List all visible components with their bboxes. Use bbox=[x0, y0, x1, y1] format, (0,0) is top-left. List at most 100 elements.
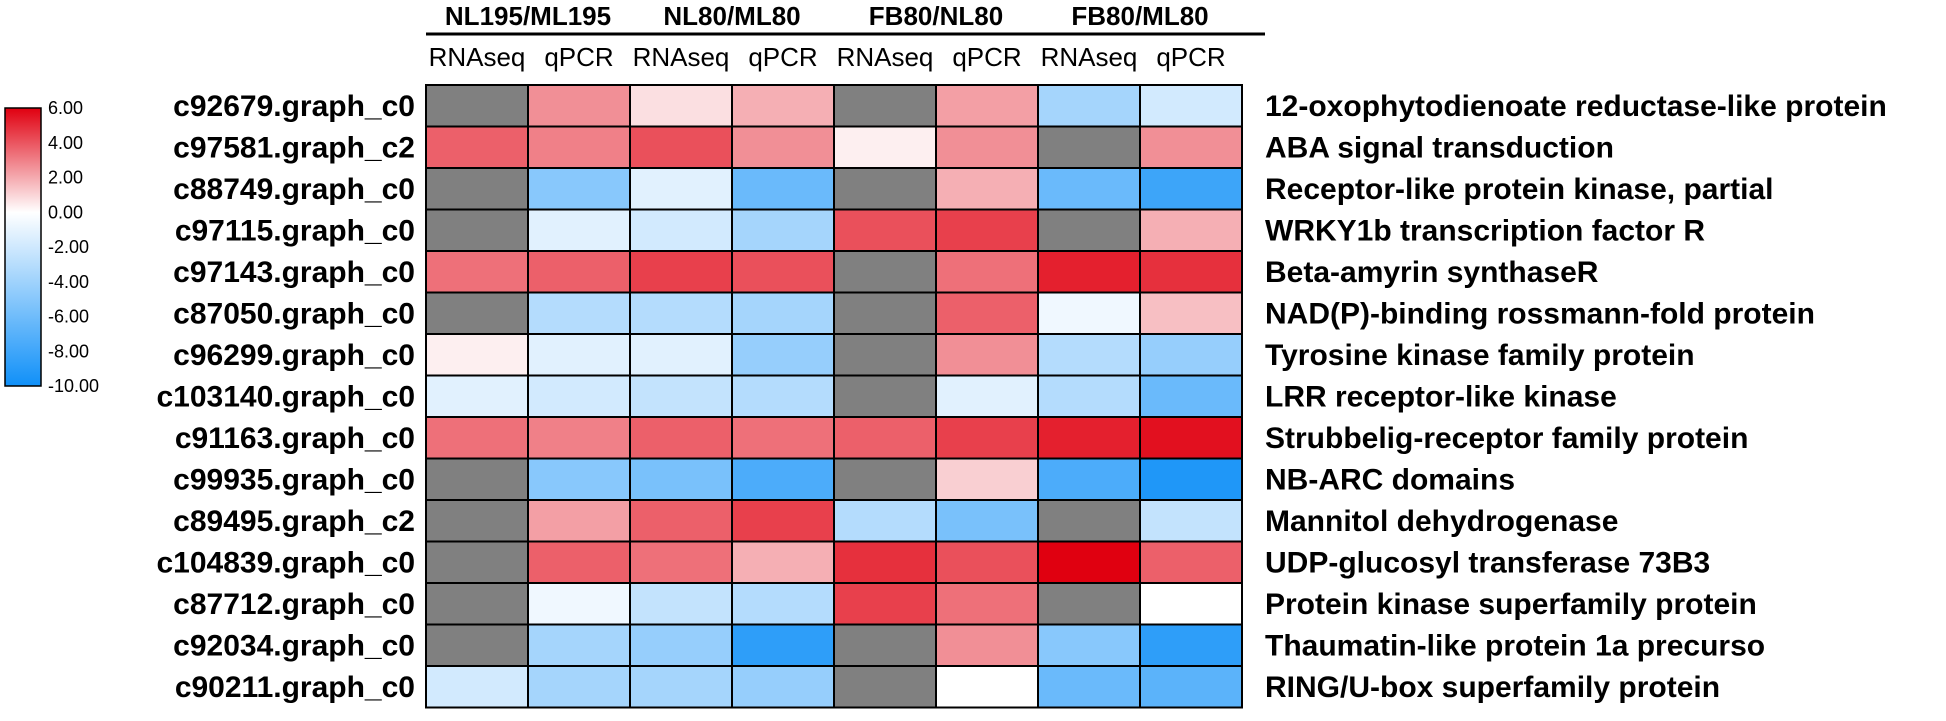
heatmap-cell bbox=[935, 374, 1039, 418]
heatmap-cell bbox=[527, 250, 631, 294]
heatmap-cell bbox=[1037, 291, 1141, 335]
colorbar-tick-label: -10.00 bbox=[48, 376, 99, 396]
heatmap-cell bbox=[425, 333, 529, 377]
annotation-label: Thaumatin-like protein 1a precurso bbox=[1265, 629, 1765, 662]
gene-label: c104839.graph_c0 bbox=[156, 546, 415, 579]
heatmap-cell bbox=[425, 540, 529, 584]
gene-label: c103140.graph_c0 bbox=[156, 380, 415, 413]
heatmap-cell bbox=[935, 167, 1039, 211]
heatmap-cell bbox=[527, 291, 631, 335]
heatmap-cell bbox=[1139, 125, 1243, 169]
heatmap-cell bbox=[935, 582, 1039, 626]
annotation-label: ABA signal transduction bbox=[1265, 131, 1614, 164]
heatmap-cell bbox=[935, 125, 1039, 169]
heatmap-cell bbox=[629, 665, 733, 709]
heatmap-cell bbox=[527, 623, 631, 667]
method-header: qPCR bbox=[544, 42, 613, 72]
method-header: qPCR bbox=[952, 42, 1021, 72]
heatmap-cell bbox=[425, 457, 529, 501]
heatmap-cell bbox=[1037, 623, 1141, 667]
colorbar-tick-label: 2.00 bbox=[48, 168, 83, 188]
heatmap-cell bbox=[833, 125, 937, 169]
annotation-labels: 12-oxophytodienoate reductase-like prote… bbox=[1265, 90, 1887, 704]
gene-label: c90211.graph_c0 bbox=[175, 671, 415, 704]
gene-labels: c92679.graph_c0 c97581.graph_c2 c88749.gra… bbox=[156, 90, 415, 704]
comparison-header: NL80/ML80 bbox=[663, 1, 800, 31]
heatmap-cell bbox=[1139, 374, 1243, 418]
heatmap-cell bbox=[425, 665, 529, 709]
method-header: qPCR bbox=[1156, 42, 1225, 72]
gene-label: c89495.graph_c2 bbox=[173, 505, 415, 538]
heatmap-cell bbox=[833, 665, 937, 709]
annotation-label: Tyrosine kinase family protein bbox=[1265, 339, 1695, 372]
gene-label: c87050.graph_c0 bbox=[173, 297, 415, 330]
heatmap-cell bbox=[1037, 665, 1141, 709]
heatmap-cell bbox=[1037, 499, 1141, 543]
heatmap-cell bbox=[629, 333, 733, 377]
heatmap-cell bbox=[425, 250, 529, 294]
heatmap-cell bbox=[527, 540, 631, 584]
heatmap-cell bbox=[935, 208, 1039, 252]
gene-label: c97581.graph_c2 bbox=[173, 131, 415, 164]
annotation-label: RING/U-box superfamily protein bbox=[1265, 671, 1720, 704]
heatmap-cell bbox=[629, 84, 733, 128]
heatmap-cell bbox=[731, 291, 835, 335]
annotation-label: NB-ARC domains bbox=[1265, 463, 1515, 496]
heatmap-cell bbox=[833, 374, 937, 418]
heatmap-cell bbox=[527, 499, 631, 543]
heatmap-cell bbox=[935, 623, 1039, 667]
colorbar bbox=[4, 107, 42, 387]
heatmap-cell bbox=[527, 208, 631, 252]
heatmap-cell bbox=[833, 623, 937, 667]
heatmap-cell bbox=[1139, 499, 1243, 543]
heatmap-cell bbox=[833, 333, 937, 377]
heatmap-cell bbox=[731, 208, 835, 252]
heatmap-cell bbox=[1139, 582, 1243, 626]
heatmap-cell bbox=[425, 125, 529, 169]
heatmap-cell bbox=[1139, 623, 1243, 667]
method-header: RNAseq bbox=[1041, 42, 1138, 72]
annotation-label: Receptor-like protein kinase, partial bbox=[1265, 173, 1774, 206]
annotation-label: 12-oxophytodienoate reductase-like prote… bbox=[1265, 90, 1887, 123]
heatmap-cell bbox=[1037, 540, 1141, 584]
colorbar-tick-label: 4.00 bbox=[48, 133, 83, 153]
heatmap-cell bbox=[833, 416, 937, 460]
comparison-header: NL195/ML195 bbox=[445, 1, 611, 31]
heatmap-cell bbox=[1037, 208, 1141, 252]
gene-label: c92679.graph_c0 bbox=[173, 90, 415, 123]
heatmap-cell bbox=[425, 291, 529, 335]
heatmap-cell bbox=[731, 333, 835, 377]
heatmap-cell bbox=[1037, 125, 1141, 169]
heatmap-cell bbox=[1037, 416, 1141, 460]
heatmap-cell bbox=[1139, 291, 1243, 335]
comparison-header: FB80/NL80 bbox=[869, 1, 1003, 31]
heatmap-cell bbox=[1139, 540, 1243, 584]
annotation-label: UDP-glucosyl transferase 73B3 bbox=[1265, 546, 1710, 579]
heatmap-cell bbox=[833, 582, 937, 626]
heatmap-cell bbox=[833, 540, 937, 584]
annotation-label: LRR receptor-like kinase bbox=[1265, 380, 1617, 413]
gene-label: c97143.graph_c0 bbox=[173, 256, 415, 289]
heatmap-cell bbox=[425, 167, 529, 211]
gene-label: c96299.graph_c0 bbox=[173, 339, 415, 372]
heatmap-cell bbox=[1139, 416, 1243, 460]
annotation-label: NAD(P)-binding rossmann-fold protein bbox=[1265, 297, 1815, 330]
heatmap-cell bbox=[629, 250, 733, 294]
heatmap-cell bbox=[731, 665, 835, 709]
heatmap-cell bbox=[935, 540, 1039, 584]
heatmap-cell bbox=[1139, 167, 1243, 211]
method-header: RNAseq bbox=[429, 42, 526, 72]
heatmap-cell bbox=[731, 374, 835, 418]
heatmap-cell bbox=[425, 623, 529, 667]
annotation-label: Beta-amyrin synthaseR bbox=[1265, 256, 1599, 289]
heatmap-cell bbox=[935, 416, 1039, 460]
heatmap-cell bbox=[1037, 250, 1141, 294]
heatmap-cell bbox=[1037, 457, 1141, 501]
heatmap-cell bbox=[1037, 84, 1141, 128]
heatmap-cell bbox=[629, 582, 733, 626]
heatmap-cell bbox=[425, 84, 529, 128]
heatmap-cell bbox=[425, 208, 529, 252]
heatmap-cell bbox=[629, 125, 733, 169]
heatmap-cell bbox=[935, 250, 1039, 294]
